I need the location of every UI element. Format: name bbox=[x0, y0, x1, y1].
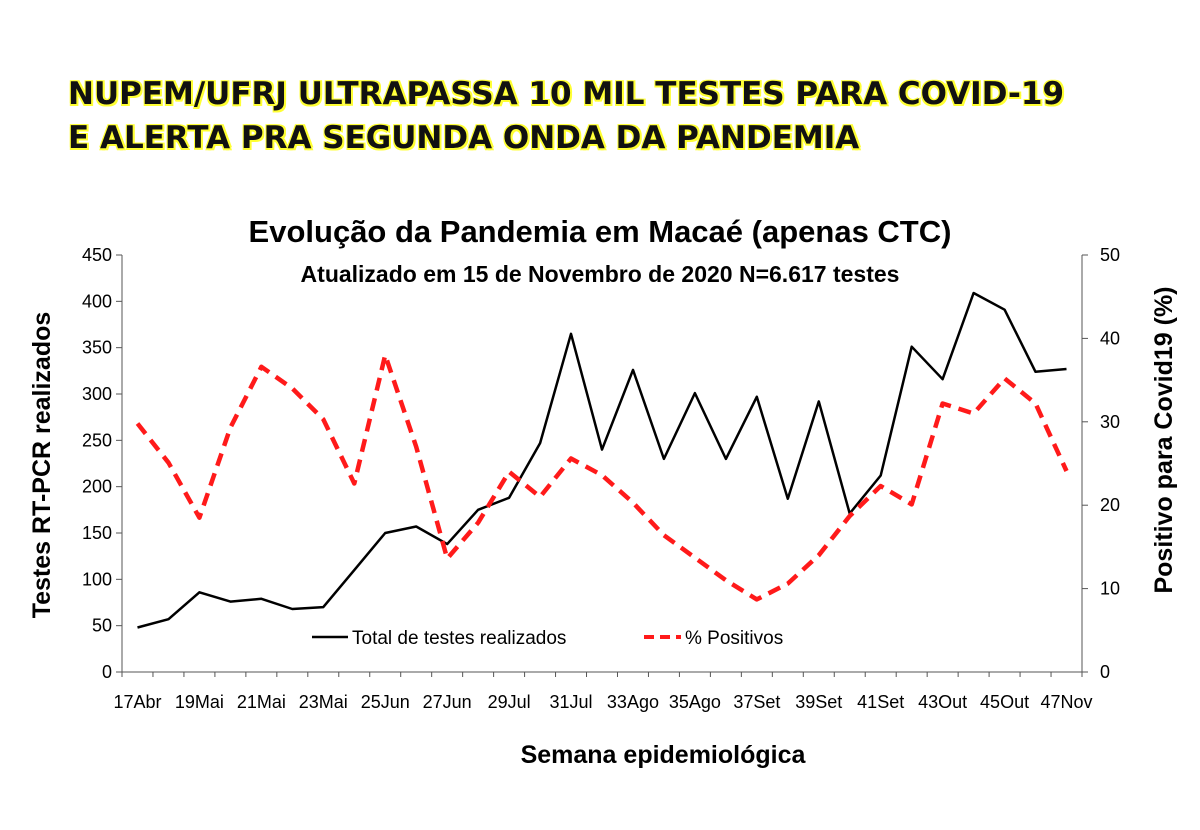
x-axis-label: Semana epidemiológica bbox=[521, 741, 807, 769]
headline-line-1: NUPEM/UFRJ ULTRAPASSA 10 MIL TESTES PARA… bbox=[68, 76, 1065, 112]
x-tick-label: 21Mai bbox=[237, 692, 286, 712]
axes: 0 50 100 150 200 250 300 350 400 450 0 10 20 30 40 50 17… bbox=[82, 245, 1120, 712]
x-tick-label: 23Mai bbox=[299, 692, 348, 712]
y-right-tick-label: 20 bbox=[1100, 495, 1120, 515]
y-left-tick-label: 100 bbox=[82, 569, 112, 589]
x-tick-label: 31Jul bbox=[550, 692, 593, 712]
x-tick-label: 27Jun bbox=[423, 692, 472, 712]
y-right-tick-label: 30 bbox=[1100, 412, 1120, 432]
x-tick-label: 37Set bbox=[733, 692, 780, 712]
series-line-positivos bbox=[135, 352, 1069, 602]
chart-title: Evolução da Pandemia em Macaé (apenas CT… bbox=[249, 214, 952, 249]
y-left-tick-label: 400 bbox=[82, 291, 112, 311]
y-right-tick-label: 10 bbox=[1100, 579, 1120, 599]
x-tick-label: 35Ago bbox=[669, 692, 721, 712]
x-tick-label: 17Abr bbox=[113, 692, 161, 712]
y-left-tick-label: 300 bbox=[82, 384, 112, 404]
legend-label-total: Total de testes realizados bbox=[352, 628, 566, 649]
legend-label-positivos: % Positivos bbox=[685, 628, 783, 649]
y-right-tick-label: 40 bbox=[1100, 328, 1120, 348]
x-tick-label: 39Set bbox=[795, 692, 842, 712]
y-right-tick-label: 50 bbox=[1100, 245, 1120, 265]
x-tick-label: 19Mai bbox=[175, 692, 224, 712]
y-left-tick-label: 50 bbox=[92, 616, 112, 636]
y-left-tick-label: 200 bbox=[82, 477, 112, 497]
y-left-tick-label: 0 bbox=[102, 662, 112, 682]
y-axis-left-label: Testes RT-PCR realizados bbox=[28, 312, 56, 619]
series-layer bbox=[135, 291, 1069, 629]
x-tick-label: 33Ago bbox=[607, 692, 659, 712]
y-left-tick-label: 150 bbox=[82, 523, 112, 543]
headline: NUPEM/UFRJ ULTRAPASSA 10 MIL TESTES PARA… bbox=[68, 72, 1168, 160]
legend: Total de testes realizados % Positivos bbox=[312, 628, 783, 649]
y-axis-right-label: Positivo para Covid19 (%) bbox=[1150, 286, 1178, 593]
x-tick-label: 47Nov bbox=[1041, 692, 1093, 712]
y-left-tick-label: 250 bbox=[82, 430, 112, 450]
x-tick-label: 29Jul bbox=[488, 692, 531, 712]
chart-subtitle: Atualizado em 15 de Novembro de 2020 N=6… bbox=[301, 261, 900, 287]
x-tick-label: 41Set bbox=[857, 692, 904, 712]
x-tick-label: 43Out bbox=[918, 692, 967, 712]
y-right-tick-label: 0 bbox=[1100, 662, 1110, 682]
y-left-tick-label: 450 bbox=[82, 245, 112, 265]
x-tick-label: 45Out bbox=[980, 692, 1029, 712]
y-left-tick-label: 350 bbox=[82, 338, 112, 358]
x-tick-label: 25Jun bbox=[361, 692, 410, 712]
headline-line-2: E ALERTA PRA SEGUNDA ONDA DA PANDEMIA bbox=[68, 120, 860, 156]
